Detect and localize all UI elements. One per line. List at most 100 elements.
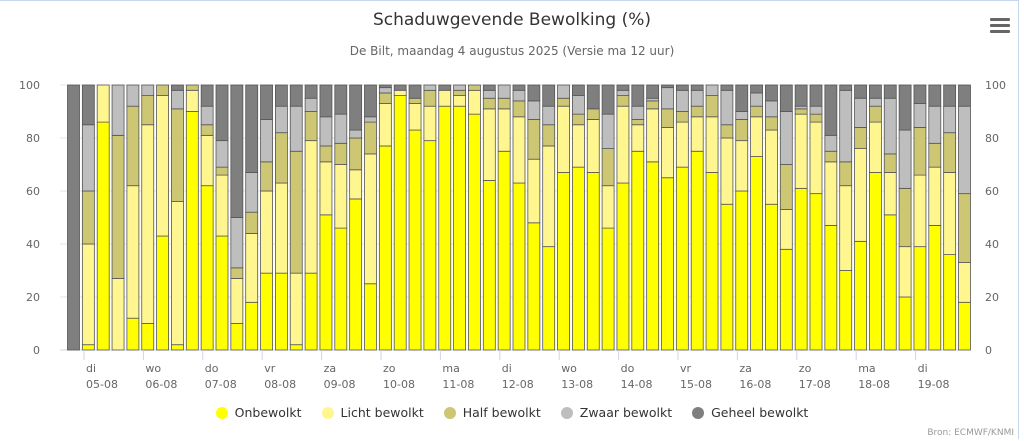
bar-segment-licht-bewolkt — [156, 95, 170, 237]
bar-segment-geheel-bewolkt — [512, 84, 526, 91]
bar-segment-zwaar-bewolkt — [512, 89, 526, 102]
bar-segment-zwaar-bewolkt — [453, 84, 467, 91]
bar-segment-onbewolkt — [779, 248, 793, 351]
bar-segment-onbewolkt — [289, 344, 303, 351]
bar-segment-licht-bewolkt — [616, 105, 630, 184]
bar-segment-half-bewolkt — [378, 92, 392, 104]
legend-item-onbewolkt[interactable]: Onbewolkt — [215, 405, 302, 420]
bar-segment-zwaar-bewolkt — [824, 134, 838, 152]
bar-segment-geheel-bewolkt — [646, 84, 660, 99]
legend-marker-icon — [321, 406, 334, 419]
bar-segment-geheel-bewolkt — [230, 84, 244, 218]
y-tick-label-left: 80 — [26, 132, 40, 145]
legend-item-licht-bewolkt[interactable]: Licht bewolkt — [321, 405, 424, 420]
bar-segment-half-bewolkt — [527, 119, 541, 160]
x-tick-date-label: 05-08 — [86, 378, 118, 391]
legend-item-zwaar-bewolkt[interactable]: Zwaar bewolkt — [560, 405, 672, 420]
bar-segment-licht-bewolkt — [720, 137, 734, 205]
bar-segment-onbewolkt — [883, 214, 897, 351]
bar-segment-licht-bewolkt — [81, 243, 95, 346]
legend-item-half-bewolkt[interactable]: Half bewolkt — [443, 405, 541, 420]
legend: Onbewolkt Licht bewolkt Half bewolkt Zwaar … — [0, 405, 1024, 420]
source-credit: Bron: ECMWF/KNMI — [927, 428, 1014, 438]
bar-segment-half-bewolkt — [542, 124, 556, 147]
bar-segment-geheel-bewolkt — [393, 84, 407, 91]
bar-segment-onbewolkt — [319, 214, 333, 351]
bar-segment-licht-bewolkt — [141, 124, 155, 324]
bar-segment-zwaar-bewolkt — [616, 89, 630, 97]
bar-segment-half-bewolkt — [779, 164, 793, 210]
bar-segment-licht-bewolkt — [289, 272, 303, 346]
bar-segment-onbewolkt — [943, 254, 957, 351]
bar-segment-licht-bewolkt — [408, 103, 422, 131]
bar-segment-half-bewolkt — [141, 95, 155, 126]
bar-segment-half-bewolkt — [824, 150, 838, 163]
x-tick-day-label: vr — [264, 362, 276, 375]
bar-segment-licht-bewolkt — [319, 161, 333, 216]
bar-segment-half-bewolkt — [512, 100, 526, 118]
bar-segment-geheel-bewolkt — [586, 84, 600, 110]
bar-segment-geheel-bewolkt — [824, 84, 838, 136]
bar-segment-licht-bewolkt — [913, 174, 927, 248]
bar-segment-licht-bewolkt — [527, 158, 541, 224]
x-tick-date-label: 11-08 — [442, 378, 474, 391]
bar-segment-half-bewolkt — [126, 105, 140, 187]
bar-segment-zwaar-bewolkt — [482, 89, 496, 99]
bar-segment-zwaar-bewolkt — [274, 105, 288, 134]
bar-segment-half-bewolkt — [735, 119, 749, 142]
bar-segment-licht-bewolkt — [482, 108, 496, 181]
bar-segment-onbewolkt — [690, 150, 704, 351]
y-tick-label-right: 40 — [985, 238, 999, 251]
bar-segment-zwaar-bewolkt — [750, 92, 763, 107]
x-tick-day-label: do — [205, 362, 219, 375]
bar-segment-half-bewolkt — [646, 100, 660, 110]
bar-segment-half-bewolkt — [839, 161, 853, 187]
bar-segment-onbewolkt — [230, 323, 244, 351]
x-tick-date-label: 15-08 — [680, 378, 712, 391]
bar-segment-zwaar-bewolkt — [111, 84, 125, 136]
bar-segment-licht-bewolkt — [601, 185, 615, 229]
bar-segment-half-bewolkt — [230, 267, 244, 279]
y-tick-label-right: 60 — [985, 185, 999, 198]
bar-segment-half-bewolkt — [616, 95, 630, 107]
bar-segment-half-bewolkt — [661, 108, 674, 128]
bar-segment-geheel-bewolkt — [319, 84, 333, 118]
bar-segment-zwaar-bewolkt — [126, 84, 140, 107]
bar-segment-licht-bewolkt — [423, 105, 437, 142]
x-tick-date-label: 17-08 — [799, 378, 831, 391]
bar-segment-zwaar-bewolkt — [527, 100, 541, 120]
bar-segment-onbewolkt — [631, 150, 645, 351]
bar-segment-zwaar-bewolkt — [572, 95, 585, 115]
bar-segment-licht-bewolkt — [334, 164, 348, 229]
bar-segment-licht-bewolkt — [393, 89, 407, 97]
bar-segment-zwaar-bewolkt — [854, 97, 867, 128]
bar-segment-zwaar-bewolkt — [497, 84, 511, 99]
bar-segment-half-bewolkt — [319, 145, 333, 163]
hamburger-menu-icon[interactable] — [990, 18, 1010, 34]
bar-segment-licht-bewolkt — [230, 278, 244, 324]
bar-segment-half-bewolkt — [943, 132, 957, 173]
bar-segment-onbewolkt — [468, 113, 481, 351]
x-tick-date-label: 08-08 — [264, 378, 296, 391]
bar-segment-geheel-bewolkt — [408, 84, 422, 99]
bar-segment-geheel-bewolkt — [690, 84, 704, 91]
bar-segment-geheel-bewolkt — [661, 84, 674, 89]
bar-segment-geheel-bewolkt — [289, 84, 303, 107]
x-tick-date-label: 10-08 — [383, 378, 415, 391]
y-tick-label-right: 80 — [985, 132, 999, 145]
bar-segment-onbewolkt — [304, 272, 318, 351]
bar-segment-onbewolkt — [735, 190, 749, 351]
bar-segment-onbewolkt — [809, 193, 823, 351]
bar-segment-zwaar-bewolkt — [304, 97, 318, 112]
bar-segment-half-bewolkt — [601, 148, 615, 187]
bar-segment-half-bewolkt — [334, 142, 348, 165]
bar-segment-onbewolkt — [720, 203, 734, 351]
bar-segment-onbewolkt — [572, 166, 585, 351]
bar-segment-half-bewolkt — [215, 166, 229, 176]
legend-item-geheel-bewolkt[interactable]: Geheel bewolkt — [692, 405, 808, 420]
x-tick-date-label: 19-08 — [918, 378, 950, 391]
bar-segment-geheel-bewolkt — [765, 84, 778, 102]
bar-segment-geheel-bewolkt — [482, 84, 496, 91]
bar-segment-geheel-bewolkt — [943, 84, 957, 107]
bar-segment-half-bewolkt — [274, 132, 288, 184]
